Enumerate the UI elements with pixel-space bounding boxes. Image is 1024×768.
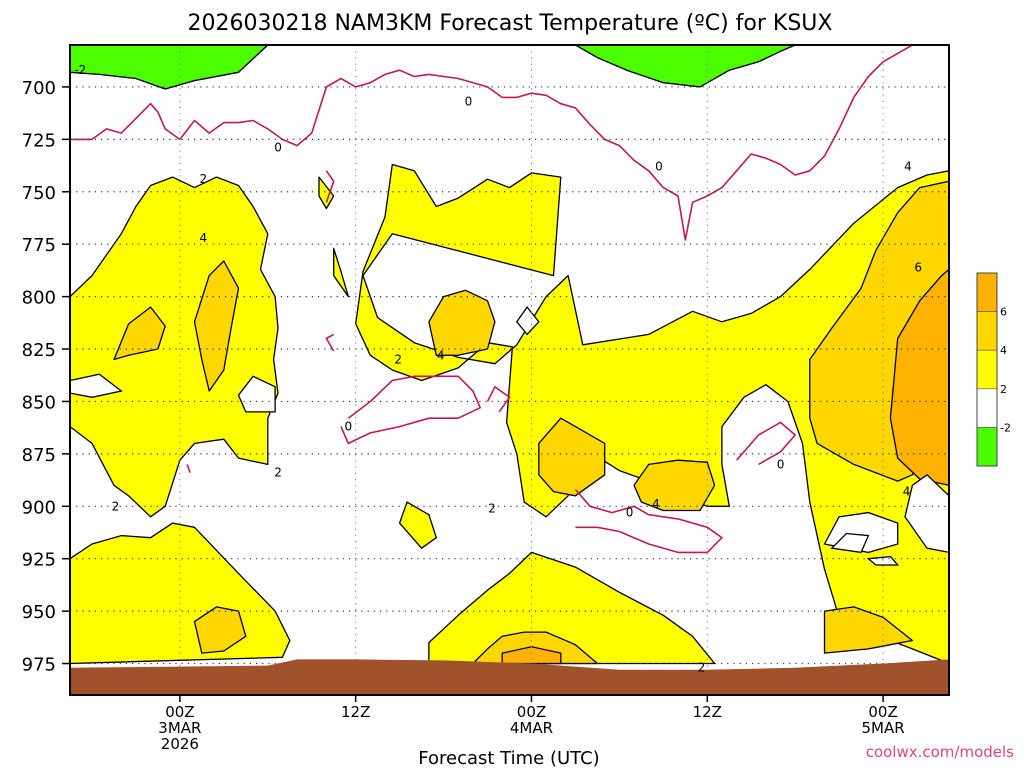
temp-region-2	[318, 176, 335, 210]
zero-contour-line	[325, 170, 335, 203]
temperature-fill-layer	[70, 45, 949, 665]
temp-region-4	[113, 306, 166, 361]
contour-label: 4	[437, 348, 445, 362]
x-tick-label: 4MAR	[510, 719, 553, 737]
temp-region-4	[823, 606, 914, 654]
minus2-contour-line	[70, 45, 269, 90]
contour-label: 2	[394, 353, 402, 367]
colorbar-swatch	[976, 272, 998, 312]
minus2-contour-line	[575, 45, 796, 88]
zero-contour-line	[486, 385, 511, 413]
y-tick-label: 925	[22, 550, 56, 571]
temperature-hole-layer	[70, 306, 949, 566]
gridlines	[70, 45, 949, 695]
ground-layer	[70, 659, 949, 695]
temp-region-hole	[830, 532, 870, 554]
contour-label: 0	[626, 506, 634, 520]
temp-region-hole	[70, 373, 123, 398]
contour-label: 0	[345, 420, 353, 434]
x-tick-label: 5MAR	[861, 719, 904, 737]
temp-region-2	[398, 501, 437, 549]
y-tick-label: 975	[22, 655, 56, 676]
colorbar-swatch	[976, 349, 998, 390]
y-axis: 700 725 750 775 800 825 850 875 900 925 950 975	[22, 78, 70, 676]
contour-label: -2	[74, 63, 86, 77]
colorbar-label: 2	[1000, 383, 1007, 396]
temp-region-4	[428, 289, 496, 356]
temp-region-4	[538, 417, 606, 497]
y-tick-label: 775	[22, 235, 56, 256]
contour-label: 4	[904, 160, 912, 174]
x-tick-label: 00Z	[517, 703, 546, 721]
temp-region-hole	[904, 473, 949, 554]
contour-label: 2	[112, 499, 120, 513]
temp-region-2	[428, 551, 716, 665]
x-tick-label: 00Z	[868, 703, 897, 721]
x-tick-label: 2026	[161, 735, 199, 753]
y-tick-label: 725	[22, 130, 56, 151]
plot-frame	[69, 44, 950, 696]
temp-region-2	[333, 247, 349, 298]
temp-region-6	[889, 268, 949, 486]
temp-region-hole	[515, 306, 540, 336]
colorbar-label: -2	[1000, 421, 1011, 434]
temp-region-4	[633, 459, 716, 512]
temp-region-4	[193, 606, 247, 654]
y-tick-label: 850	[22, 392, 56, 413]
colorbar-swatch	[976, 427, 998, 467]
contour-label: 2	[488, 501, 496, 515]
colorbar-legend: 6 4 2 -2	[976, 272, 1011, 467]
colorbar-frame	[976, 272, 998, 467]
contour-label: 0	[274, 141, 282, 155]
temp-region-2	[70, 176, 279, 518]
y-tick-label: 750	[22, 183, 56, 204]
y-tick-label: 900	[22, 497, 56, 518]
x-tick-label: 12Z	[341, 703, 370, 721]
chart-title: 2026030218 NAM3KM Forecast Temperature (…	[188, 11, 833, 36]
zero-contour-line	[340, 375, 482, 445]
contour-label: 0	[777, 457, 785, 471]
x-axis-label: Forecast Time (UTC)	[418, 748, 599, 768]
x-tick-label: 12Z	[693, 703, 722, 721]
watermark-text: coolwx.com/models	[866, 743, 1014, 761]
zero-contour-line	[574, 488, 723, 554]
y-tick-label: 700	[22, 78, 56, 99]
contour-label: 4	[199, 231, 207, 245]
zero-contour-layer	[70, 45, 913, 554]
y-tick-label: 825	[22, 340, 56, 361]
contour-label: 4	[652, 497, 660, 511]
contour-label: 0	[465, 95, 473, 109]
zero-contour-line	[186, 464, 191, 473]
temp-region-4	[193, 260, 240, 392]
zero-contour-line	[325, 333, 335, 352]
contour-label: 4	[903, 485, 911, 499]
zero-contour-line	[70, 45, 913, 241]
colorbar-label: 4	[1000, 344, 1007, 357]
colorbar-swatch	[976, 311, 998, 351]
temp-region-hole	[237, 375, 276, 413]
contour-label: 2	[199, 172, 207, 186]
x-tick-label: 00Z	[165, 703, 194, 721]
contour-label: 6	[914, 260, 922, 274]
y-tick-label: 800	[22, 288, 56, 309]
colorbar-swatch	[976, 388, 998, 428]
contour-label: 2	[274, 466, 282, 480]
y-tick-label: 950	[22, 602, 56, 623]
colorbar-label: 6	[1000, 306, 1007, 319]
contour-labels: -2 0 0 0 2 4 4 6 2 4 0 2 2 2 4 0 0 4 2	[74, 63, 922, 675]
temp-region-6	[501, 646, 562, 665]
contour-label: 0	[655, 160, 663, 174]
ground-terrain	[70, 659, 949, 695]
x-tick-label: 3MAR	[158, 719, 201, 737]
temp-region-2	[355, 163, 949, 665]
y-tick-label: 875	[22, 445, 56, 466]
contour-label: 2	[698, 661, 706, 675]
